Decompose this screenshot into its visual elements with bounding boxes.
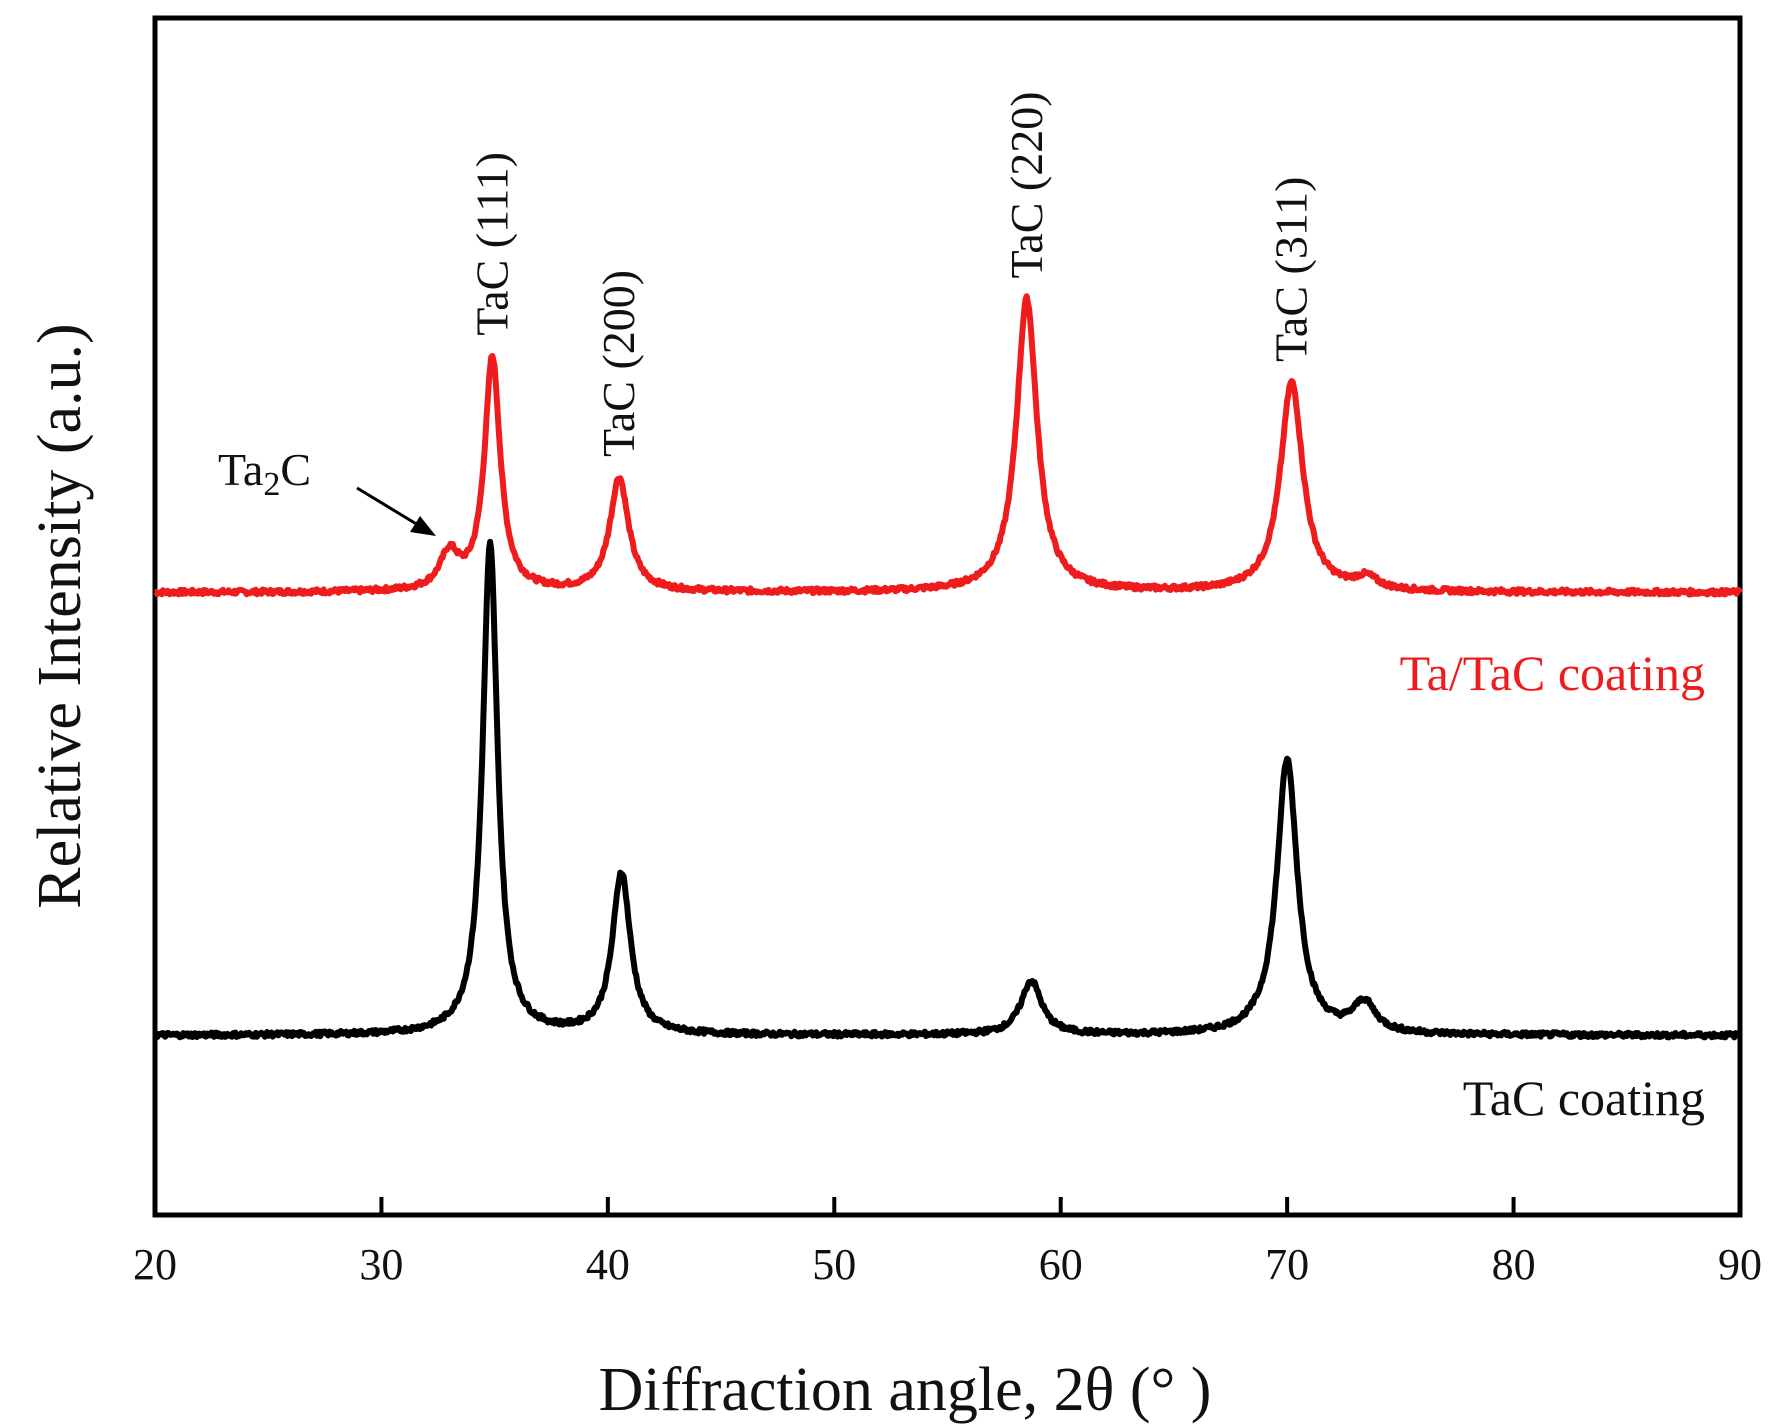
series-label-tac: TaC coating: [1463, 1070, 1705, 1126]
peak-label: TaC (220): [1001, 91, 1052, 278]
series-layer: [152, 293, 1743, 1041]
ta2c-label-main: Ta: [218, 444, 263, 495]
x-tick-label: 50: [812, 1240, 856, 1289]
peak-labels: TaC (111) TaC (200) TaC (220) TaC (311): [466, 91, 1316, 457]
x-tick-label: 30: [359, 1240, 403, 1289]
ta2c-label: Ta2C: [218, 444, 311, 503]
x-axis-ticks: 20 30 40 50 60 70 80 90: [133, 1197, 1762, 1289]
series-line-0: [153, 293, 1743, 598]
x-tick-label: 70: [1265, 1240, 1309, 1289]
ta2c-label-sub: 2: [263, 466, 280, 503]
y-axis-title: Relative Intensity (a.u.): [26, 323, 94, 908]
x-tick-label: 60: [1039, 1240, 1083, 1289]
peak-label: TaC (311): [1266, 177, 1317, 362]
x-tick-label: 40: [586, 1240, 630, 1289]
x-tick-label: 80: [1492, 1240, 1536, 1289]
ta2c-annotation: Ta2C: [218, 444, 436, 536]
series-label-ta-tac: Ta/TaC coating: [1400, 645, 1705, 701]
ta2c-arrow-line: [356, 486, 424, 530]
ta2c-label-tail: C: [280, 444, 311, 495]
ta2c-arrow-head: [410, 516, 436, 536]
x-axis-title: Diffraction angle, 2θ (° ): [599, 1356, 1212, 1424]
x-tick-label: 20: [133, 1240, 177, 1289]
plot-frame: [152, 15, 1743, 1218]
x-tick-label: 90: [1718, 1240, 1762, 1289]
series-line-1: [152, 538, 1742, 1041]
peak-label: TaC (111): [466, 152, 517, 336]
peak-label: TaC (200): [593, 270, 644, 457]
